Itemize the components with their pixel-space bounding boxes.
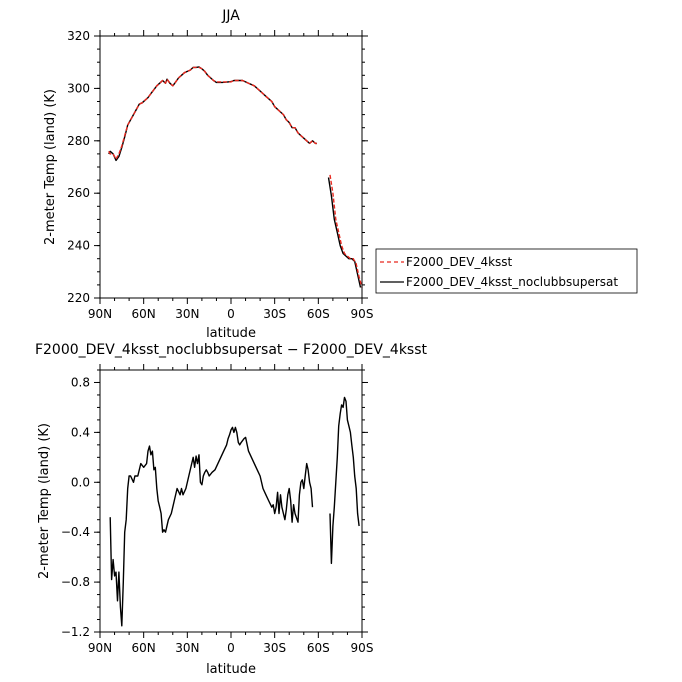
legend: F2000_DEV_4ksst F2000_DEV_4ksst_noclubbs… [375, 248, 638, 294]
bottom-x-axis: 90N 60N 30N 0 30S 60S 90S [88, 364, 374, 655]
top-x-tick-label: 60S [307, 307, 330, 321]
top-x-tick-label: 30N [175, 307, 199, 321]
top-title: JJA [221, 8, 240, 24]
top-y-tick-label: 260 [67, 186, 90, 200]
bottom-y-tick-label: 0.4 [71, 425, 90, 439]
bottom-x-axis-label: latitude [206, 662, 256, 677]
top-y-tick-label: 300 [67, 81, 90, 95]
bottom-panel: F2000_DEV_4ksst_noclubbsupersat − F2000_… [35, 342, 428, 677]
bottom-y-tick-label: −1.2 [61, 625, 90, 639]
top-y-tick-label: 280 [67, 134, 90, 148]
bottom-x-tick-label: 90N [88, 641, 112, 655]
bottom-series-line-solid [329, 396, 360, 565]
legend-box [375, 248, 638, 294]
bottom-x-tick-label: 30N [175, 641, 199, 655]
bottom-series-group [109, 396, 360, 627]
bottom-x-tick-label: 60S [307, 641, 330, 655]
bottom-x-tick-label: 0 [227, 641, 235, 655]
bottom-y-tick-label: −0.8 [61, 575, 90, 589]
top-series-line-solid [327, 177, 362, 288]
legend-label-series-1: F2000_DEV_4ksst [406, 255, 513, 269]
bottom-x-tick-label: 30S [263, 641, 286, 655]
bottom-y-tick-label: 0.8 [71, 375, 90, 389]
top-x-tick-label: 90N [88, 307, 112, 321]
top-series-line-solid [108, 66, 317, 162]
top-panel: JJA 90N 60N 30N 0 30S 60S 90S 220 240 260 280 300 3… [43, 8, 373, 341]
top-y-axis-label: 2-meter Temp (land) (K) [43, 89, 58, 245]
bottom-series-line-solid [109, 426, 314, 627]
bottom-plot-frame [99, 369, 363, 633]
top-x-tick-label: 60N [132, 307, 156, 321]
top-y-tick-label: 240 [67, 239, 90, 253]
top-y-tick-label: 220 [67, 291, 90, 305]
top-x-axis-label: latitude [206, 326, 256, 341]
bottom-y-tick-label: 0.0 [71, 475, 90, 489]
top-x-axis: 90N 60N 30N 0 30S 60S 90S [88, 30, 374, 321]
top-x-tick-label: 0 [227, 307, 235, 321]
bottom-x-tick-label: 60N [132, 641, 156, 655]
top-y-axis: 220 240 260 280 300 320 [67, 29, 368, 305]
top-x-tick-label: 90S [351, 307, 374, 321]
bottom-title: F2000_DEV_4ksst_noclubbsupersat − F2000_… [35, 342, 428, 358]
legend-label-series-2: F2000_DEV_4ksst_noclubbsupersat [406, 275, 618, 289]
top-series-line-dashed [108, 66, 317, 160]
bottom-y-axis: −1.2 −0.8 −0.4 0.0 0.4 0.8 [61, 369, 368, 639]
top-x-tick-label: 30S [263, 307, 286, 321]
top-y-tick-label: 320 [67, 29, 90, 43]
top-series-line-dashed [329, 174, 363, 288]
bottom-y-tick-label: −0.4 [61, 525, 90, 539]
top-series-group [108, 66, 363, 288]
top-plot-frame [99, 35, 363, 299]
bottom-y-axis-label: 2-meter Temp (land) (K) [37, 423, 52, 579]
bottom-x-tick-label: 90S [351, 641, 374, 655]
